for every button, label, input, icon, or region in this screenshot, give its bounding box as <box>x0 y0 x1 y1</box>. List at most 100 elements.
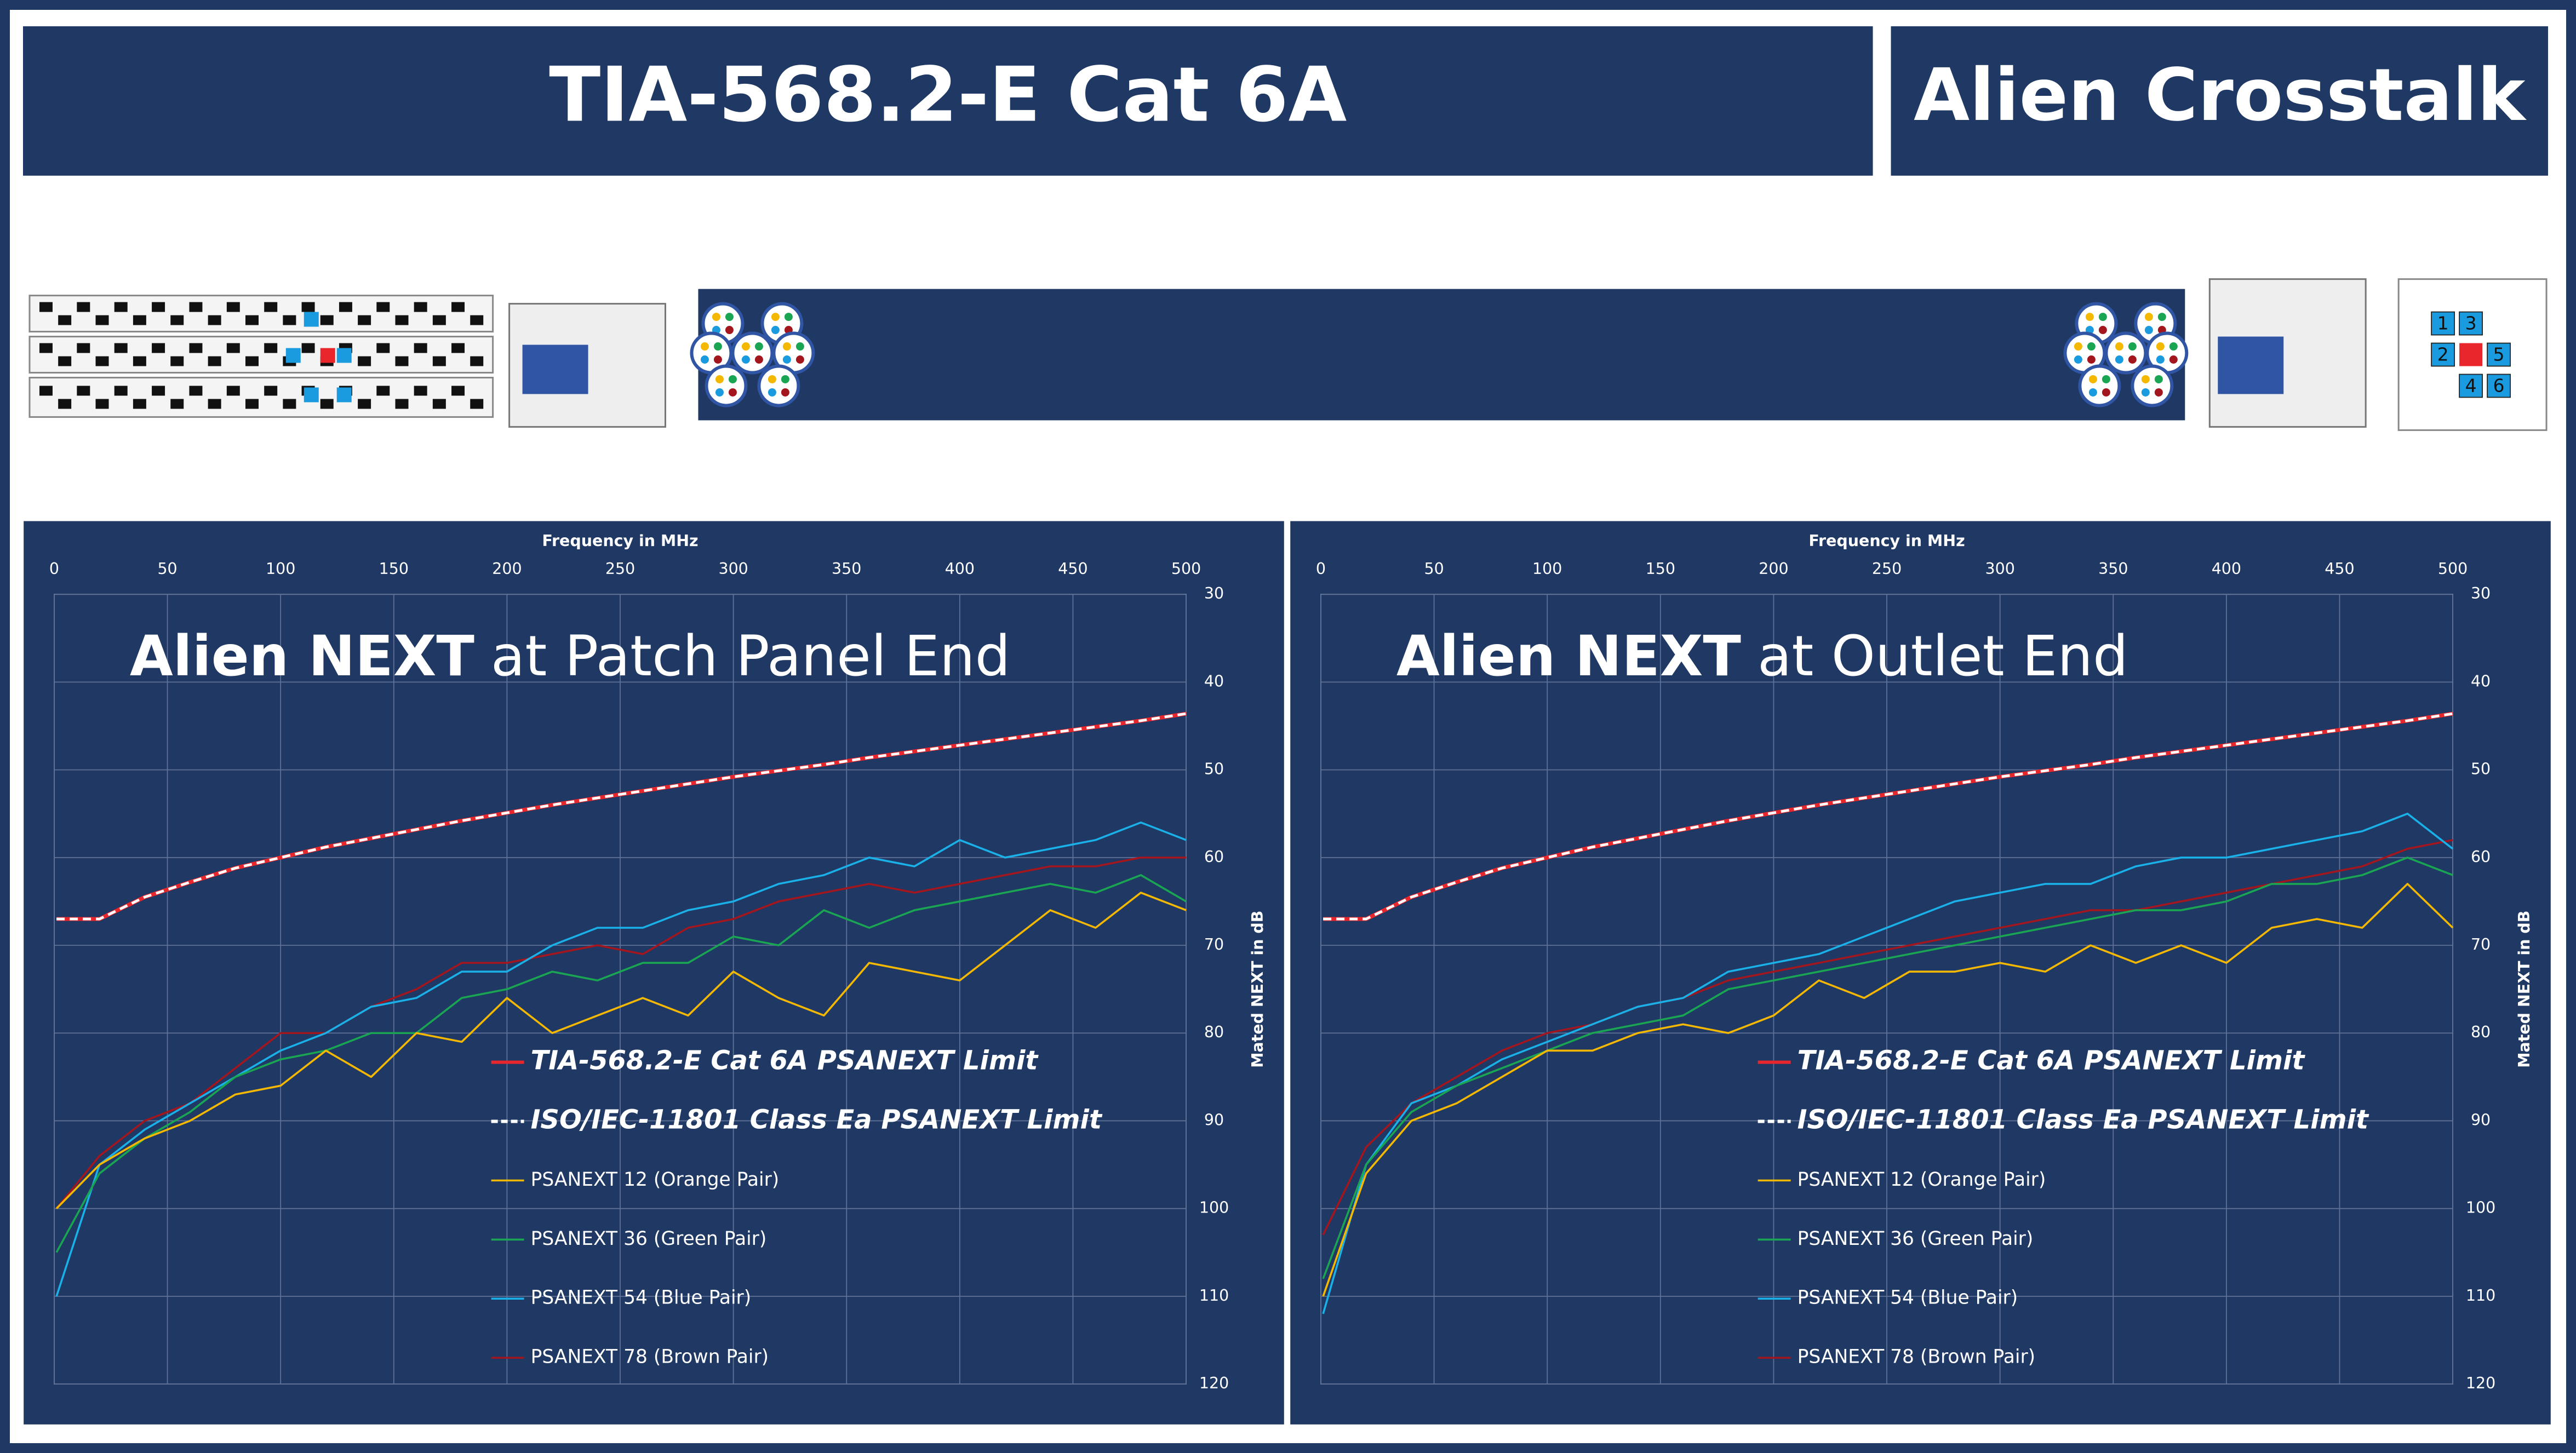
faceplate-port-number: 4 <box>2465 375 2477 396</box>
x-tick-label: 0 <box>1316 560 1326 578</box>
badge: Alien Crosstalk <box>1914 54 2527 137</box>
x-tick-label: 100 <box>266 560 295 578</box>
x-tick-label: 250 <box>605 560 635 578</box>
faceplate-port <box>2459 374 2483 398</box>
faceplate-port <box>2487 374 2511 398</box>
port <box>414 386 427 396</box>
conductor <box>2098 313 2107 321</box>
x-tick-label: 0 <box>49 560 59 578</box>
port <box>320 399 334 409</box>
port <box>58 315 72 325</box>
port <box>77 386 90 396</box>
port <box>283 315 296 325</box>
legend-label: PSANEXT 54 (Blue Pair) <box>1798 1287 2018 1309</box>
port <box>39 302 53 312</box>
conductor <box>2085 313 2094 321</box>
port <box>152 302 165 312</box>
faceplate-port-number: 5 <box>2493 344 2505 365</box>
y-tick-label: 40 <box>1204 672 1224 690</box>
conductor <box>2098 326 2107 335</box>
port <box>170 356 184 366</box>
y-tick-label: 50 <box>1204 760 1224 778</box>
legend-label: ISO/IEC-11801 Class Ea PSANEXT Limit <box>531 1104 1103 1135</box>
y-tick-label: 120 <box>2466 1374 2495 1392</box>
patch-panel <box>28 336 494 374</box>
patch-panel <box>28 295 494 333</box>
badge-banner <box>1891 26 2549 176</box>
port <box>114 386 128 396</box>
conductor <box>2144 313 2153 321</box>
illustration: 1 32 54 6 <box>28 278 2548 431</box>
x-tick-label: 50 <box>157 560 177 578</box>
conductor <box>2074 355 2082 364</box>
conductor <box>771 313 780 321</box>
conductor <box>2154 375 2163 383</box>
cable <box>698 289 2185 421</box>
y-axis-label: Mated NEXT in dB <box>2515 910 2533 1067</box>
y-tick-label: 70 <box>2471 935 2491 954</box>
y-tick-label: 80 <box>2471 1023 2491 1041</box>
conductor <box>741 342 750 351</box>
y-tick-label: 50 <box>2471 760 2491 778</box>
y-axis-label: Mated NEXT in dB <box>1249 910 1267 1067</box>
port <box>114 343 128 353</box>
conductor <box>2154 388 2163 397</box>
faceplate-port-number: 1 <box>2437 313 2449 334</box>
conductor <box>741 355 750 364</box>
conductor <box>784 313 793 321</box>
port <box>170 315 184 325</box>
legend-label: TIA-568.2-E Cat 6A PSANEXT Limit <box>531 1046 1039 1076</box>
port <box>245 356 259 366</box>
legend-label: PSANEXT 36 (Green Pair) <box>531 1228 767 1250</box>
conductor <box>2102 375 2110 383</box>
port-highlight <box>304 387 319 403</box>
x-tick-label: 500 <box>1171 560 1201 578</box>
x-axis-label: Frequency in MHz <box>1808 532 1965 550</box>
panel-ports <box>39 302 484 409</box>
conductor <box>700 342 709 351</box>
conductor <box>768 375 776 383</box>
x-tick-label: 500 <box>2438 560 2468 578</box>
port <box>376 343 390 353</box>
conductor <box>725 326 734 335</box>
y-tick-label: 80 <box>1204 1023 1224 1041</box>
port <box>245 399 259 409</box>
x-tick-label: 100 <box>1532 560 1562 578</box>
conductor <box>2074 342 2082 351</box>
y-tick-label: 70 <box>1204 935 1224 954</box>
y-tick-label: 120 <box>1199 1374 1229 1392</box>
port <box>170 399 184 409</box>
port <box>358 356 371 366</box>
port-highlight <box>320 348 335 363</box>
x-tick-label: 400 <box>2212 560 2241 578</box>
legend-label: PSANEXT 12 (Orange Pair) <box>531 1169 780 1191</box>
port <box>226 343 240 353</box>
series-line <box>1322 857 2453 1279</box>
port <box>451 343 465 353</box>
conductor <box>700 355 709 364</box>
port <box>395 356 409 366</box>
port <box>470 315 484 325</box>
port <box>470 399 484 409</box>
cable-jacket <box>2078 364 2121 407</box>
chart-title-rest: at Patch Panel End <box>491 624 1010 689</box>
port <box>39 343 53 353</box>
conductor <box>725 313 734 321</box>
port <box>283 399 296 409</box>
conductor <box>2088 388 2097 397</box>
x-tick-label: 150 <box>379 560 409 578</box>
legend-label: PSANEXT 12 (Orange Pair) <box>1798 1169 2046 1191</box>
conductor <box>715 388 724 397</box>
conductor <box>2102 388 2110 397</box>
port <box>133 399 146 409</box>
cable-jacket <box>705 364 748 407</box>
series-line <box>56 712 1187 921</box>
port <box>152 386 165 396</box>
y-tick-label: 60 <box>2471 848 2491 866</box>
y-tick-label: 30 <box>1204 584 1224 602</box>
port-highlight <box>336 348 352 363</box>
port <box>264 386 278 396</box>
x-tick-label: 350 <box>2098 560 2128 578</box>
